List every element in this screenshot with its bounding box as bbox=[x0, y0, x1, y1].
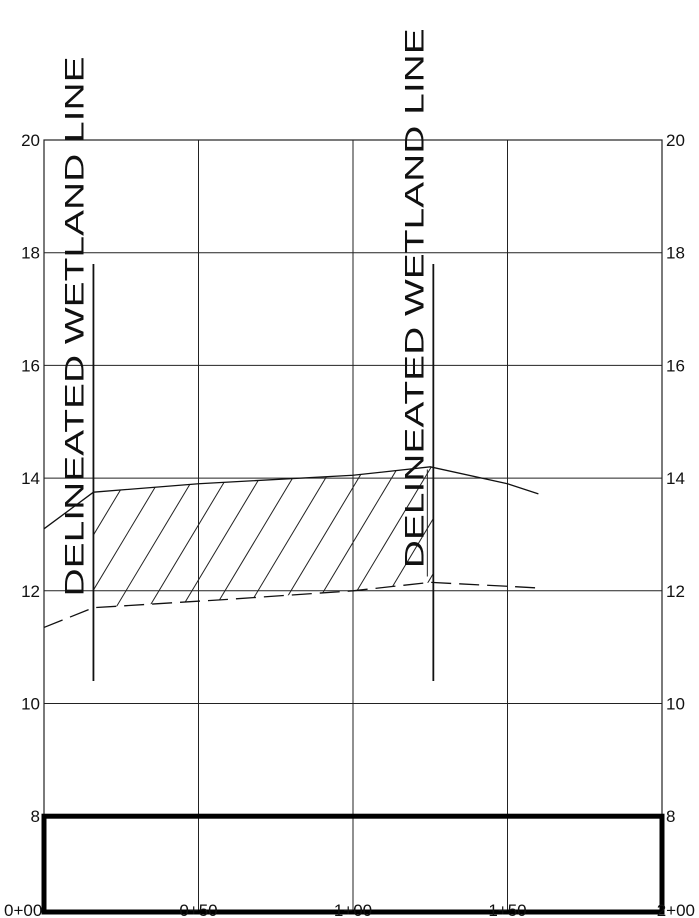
y-tick-label-right: 10 bbox=[666, 695, 685, 714]
y-tick-label-left: 16 bbox=[21, 356, 40, 375]
hatch-line bbox=[145, 467, 248, 608]
axis-tick-labels: 8 8 10 10 12 12 14 14 16 16 18 18 20 20 0+00 0+50 1+00 1+… bbox=[4, 131, 695, 918]
wetland-line-annotations: DELINEATED WETLAND LINE DELINEATED WETLAN… bbox=[59, 28, 435, 681]
y-tick-label-right: 20 bbox=[666, 131, 685, 150]
y-tick-label-left: 14 bbox=[21, 469, 40, 488]
x-tick-label: 1+00 bbox=[334, 901, 372, 918]
y-tick-label-right: 8 bbox=[666, 807, 675, 826]
x-tick-label: 1+50 bbox=[488, 901, 526, 918]
hatch-line bbox=[244, 467, 347, 608]
hatch-line bbox=[93, 467, 182, 608]
y-tick-label-right: 16 bbox=[666, 356, 685, 375]
grid-lines bbox=[43, 139, 663, 913]
bottom-box-frame bbox=[41, 813, 665, 915]
y-tick-label-left: 8 bbox=[31, 807, 40, 826]
bottom-box bbox=[41, 813, 665, 915]
y-tick-label-left: 18 bbox=[21, 244, 40, 263]
hatch-line bbox=[178, 467, 281, 608]
x-tick-label: 2+00 bbox=[657, 901, 695, 918]
hatch-line bbox=[508, 444, 609, 613]
y-tick-label-right: 14 bbox=[666, 469, 685, 488]
hatch-line bbox=[475, 444, 576, 613]
hatch-line bbox=[310, 467, 413, 608]
proposed-grade-line bbox=[43, 466, 539, 530]
hatch-line bbox=[211, 467, 314, 608]
hatched-region bbox=[93, 444, 609, 613]
wetland-line-label: DELINEATED WETLAND LINE bbox=[59, 56, 89, 596]
y-tick-label-right: 18 bbox=[666, 244, 685, 263]
hatch-line bbox=[343, 467, 434, 608]
y-tick-label-left: 10 bbox=[21, 695, 40, 714]
wetland-line-label: DELINEATED WETLAND LINE bbox=[399, 28, 429, 568]
hatch-line bbox=[277, 467, 380, 608]
existing-grade-line bbox=[43, 581, 539, 629]
y-tick-label-left: 20 bbox=[21, 131, 40, 150]
y-tick-label-right: 12 bbox=[666, 582, 685, 601]
y-tick-label-left: 12 bbox=[21, 582, 40, 601]
x-tick-label: 0+50 bbox=[179, 901, 217, 918]
x-tick-label: 0+00 bbox=[4, 901, 42, 918]
